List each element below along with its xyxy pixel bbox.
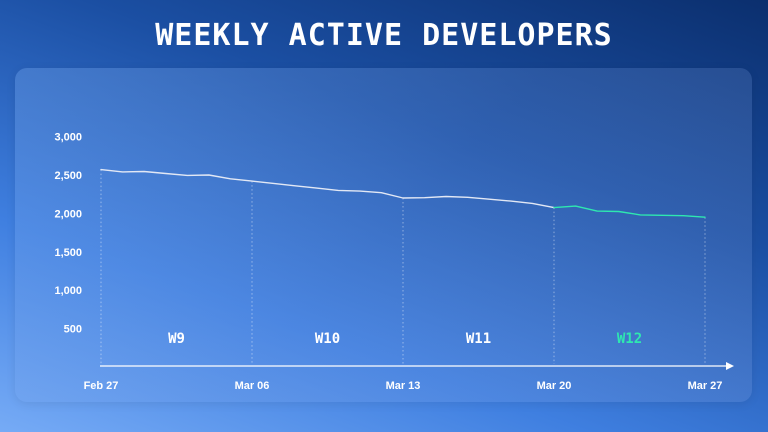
week-label: W9 — [168, 331, 185, 347]
y-tick-label: 2,500 — [54, 170, 82, 182]
y-tick-label: 1,500 — [54, 247, 82, 259]
week-labels: W9 W10 W11 W12 — [168, 331, 642, 347]
week-label: W12 — [617, 331, 642, 347]
x-tick-label: Mar 20 — [537, 380, 572, 392]
x-tick-label: Feb 27 — [84, 380, 119, 392]
series-line-highlight — [553, 205, 706, 218]
chart-title: WEEKLY ACTIVE DEVELOPERS — [155, 18, 613, 53]
series-line — [100, 168, 555, 209]
week-label: W11 — [466, 331, 491, 347]
week-dividers — [100, 169, 706, 364]
series-lines — [100, 168, 706, 218]
chart-panel — [15, 68, 752, 402]
y-tick-label: 1,000 — [54, 285, 82, 297]
y-axis-ticks: 500 1,000 1,500 2,000 2,500 3,000 — [54, 132, 82, 336]
x-tick-label: Mar 13 — [386, 380, 421, 392]
x-tick-label: Mar 06 — [235, 380, 270, 392]
y-tick-label: 2,000 — [54, 208, 82, 220]
y-tick-label: 3,000 — [54, 132, 82, 144]
y-tick-label: 500 — [64, 324, 82, 336]
week-label: W10 — [315, 331, 340, 347]
x-axis-ticks: Feb 27 Mar 06 Mar 13 Mar 20 Mar 27 — [84, 380, 723, 392]
x-tick-label: Mar 27 — [688, 380, 723, 392]
